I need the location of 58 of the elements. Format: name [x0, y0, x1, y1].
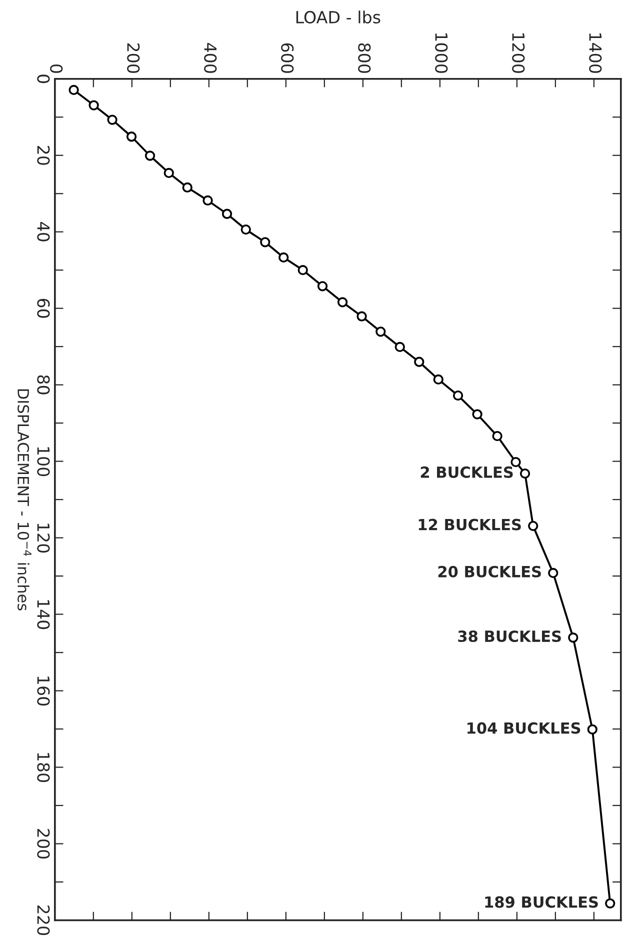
annotation: 104 BUCKLES [468, 722, 580, 734]
point [88, 100, 99, 110]
point [317, 281, 328, 292]
x-tick-label: 800 [358, 43, 371, 73]
point [126, 132, 137, 142]
point [587, 724, 598, 734]
point [472, 409, 482, 420]
point [528, 520, 538, 532]
y-tick-label: 140 [37, 600, 50, 630]
point [278, 252, 289, 263]
annotation: 20 BUCKLES [438, 566, 541, 578]
point [298, 265, 308, 276]
y-tick-label: 60 [37, 298, 50, 318]
annotation: 189 BUCKLES [485, 896, 598, 908]
x-tick-label: 1200 [512, 33, 525, 73]
x-tick-label: 200 [127, 43, 140, 73]
point [568, 632, 578, 643]
point [433, 374, 444, 385]
point [520, 468, 530, 479]
y-tick-label: 40 [37, 222, 50, 242]
point [164, 168, 174, 178]
point [107, 114, 118, 125]
y-tick-label: 0 [37, 74, 50, 84]
point [510, 457, 521, 468]
point [144, 150, 156, 161]
y-tick-label: 20 [37, 146, 50, 165]
point [548, 568, 558, 578]
y-tick-label: 80 [37, 375, 50, 394]
point [202, 195, 213, 206]
y-axis-title: DISPLACEMENT - 10$^{−4}$ inches [18, 389, 32, 610]
point [394, 342, 405, 352]
x-axis-title: LOAD - lbs [296, 10, 380, 24]
y-tick-label: 220 [37, 906, 50, 936]
y-tick-label: 200 [37, 829, 50, 859]
x-tick-label: 600 [281, 43, 294, 73]
point [414, 356, 424, 367]
x-tick-label: 400 [204, 43, 217, 73]
x-tick-label: 1000 [435, 33, 448, 73]
y-tick-label: 180 [37, 753, 50, 782]
annotation: 2 BUCKLES [420, 466, 513, 478]
y-tick-label: 160 [37, 676, 50, 706]
point [68, 84, 79, 96]
point [337, 297, 348, 308]
point [222, 208, 232, 219]
point [492, 430, 502, 442]
annotation: 12 BUCKLES [418, 518, 521, 530]
point [240, 224, 251, 235]
y-tick-label: 100 [37, 447, 50, 476]
x-tick-label: 0 [50, 64, 63, 73]
point [356, 311, 367, 322]
x-tick-label: 1400 [589, 33, 602, 73]
point [376, 326, 386, 337]
point [452, 390, 464, 401]
point [182, 182, 192, 193]
annotation: 38 BUCKLES [458, 630, 561, 642]
y-tick-label: 120 [37, 524, 50, 553]
point [260, 237, 270, 248]
point [605, 898, 616, 908]
